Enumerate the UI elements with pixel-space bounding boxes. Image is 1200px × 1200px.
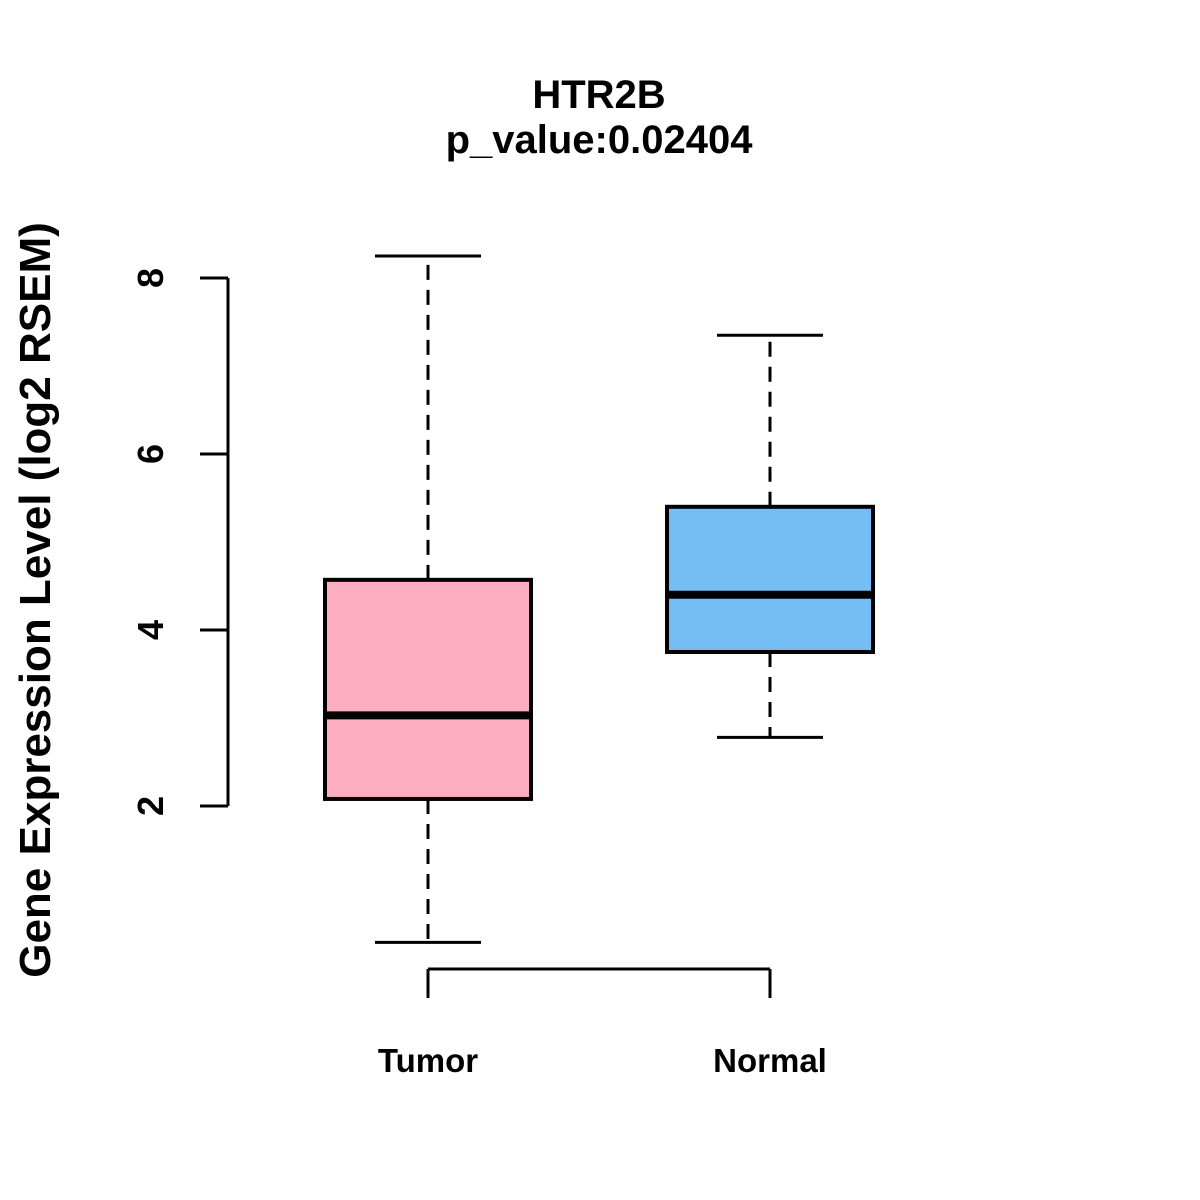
tumor-boxplot	[323, 254, 533, 944]
iqr-box	[665, 504, 875, 654]
x-axis: Tumor Normal	[378, 967, 827, 1079]
iqr-box	[323, 577, 533, 801]
y-tick-label: 8	[130, 268, 171, 288]
normal-boxplot	[665, 333, 875, 739]
y-tick-label: 6	[130, 444, 171, 464]
x-category-label-tumor: Tumor	[378, 1042, 478, 1079]
y-axis-label: Gene Expression Level (log2 RSEM)	[11, 222, 60, 978]
chart-title: HTR2B	[532, 73, 665, 117]
x-category-label-normal: Normal	[713, 1042, 827, 1079]
y-axis: 2 4 6 8	[130, 268, 230, 816]
box-group	[323, 254, 875, 944]
y-tick-label: 2	[130, 796, 171, 816]
chart-subtitle: p_value:0.02404	[446, 118, 754, 162]
y-tick-label: 4	[130, 620, 171, 640]
